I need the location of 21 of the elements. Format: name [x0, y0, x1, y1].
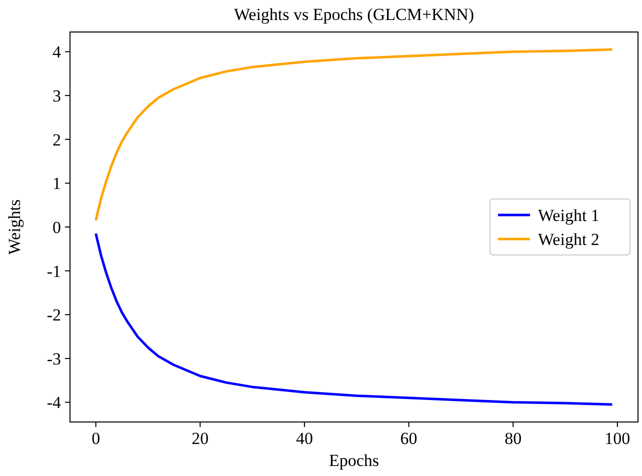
legend-label: Weight 1 — [538, 206, 600, 225]
x-axis-title: Epochs — [328, 451, 380, 470]
y-tick-label: 1 — [52, 174, 61, 194]
line-series — [94, 232, 614, 406]
y-tick-label: -3 — [46, 349, 61, 368]
x-tick-label: 0 — [92, 429, 100, 448]
y-tick-label: -2 — [46, 306, 61, 325]
y-tick-label: 0 — [52, 218, 61, 237]
y-tick-label: -1 — [46, 262, 61, 281]
y-tick-label: -4 — [46, 393, 62, 412]
chart-title: Weights vs Epochs (GLCM+KNN) — [234, 5, 474, 24]
x-tick-label: 60 — [400, 429, 418, 448]
y-axis-title: Weights — [5, 199, 24, 255]
y-tick-label: 3 — [52, 86, 61, 106]
y-tick-label: 4 — [52, 42, 62, 62]
x-tick-label: 100 — [604, 429, 630, 448]
y-tick-label: 2 — [52, 130, 61, 150]
x-tick-label: 20 — [192, 429, 209, 448]
legend-label: Weight 2 — [538, 230, 600, 249]
x-tick-label: 80 — [504, 429, 522, 448]
x-tick-label: 40 — [296, 429, 313, 448]
